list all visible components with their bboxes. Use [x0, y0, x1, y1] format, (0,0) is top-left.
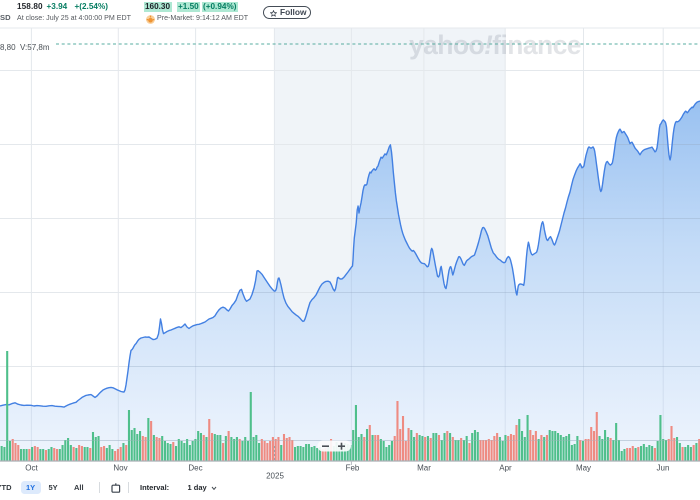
svg-text:Feb: Feb: [346, 464, 360, 473]
svg-text:Dec: Dec: [188, 464, 202, 473]
svg-text:2025: 2025: [266, 472, 284, 481]
svg-text:Oct: Oct: [25, 464, 38, 473]
svg-text:Mar: Mar: [417, 464, 431, 473]
svg-text:yahoo!finance: yahoo!finance: [409, 30, 581, 60]
svg-text:Apr: Apr: [499, 464, 512, 473]
svg-text:May: May: [576, 464, 591, 473]
svg-text:Jun: Jun: [657, 464, 670, 473]
svg-text:Nov: Nov: [113, 464, 127, 473]
